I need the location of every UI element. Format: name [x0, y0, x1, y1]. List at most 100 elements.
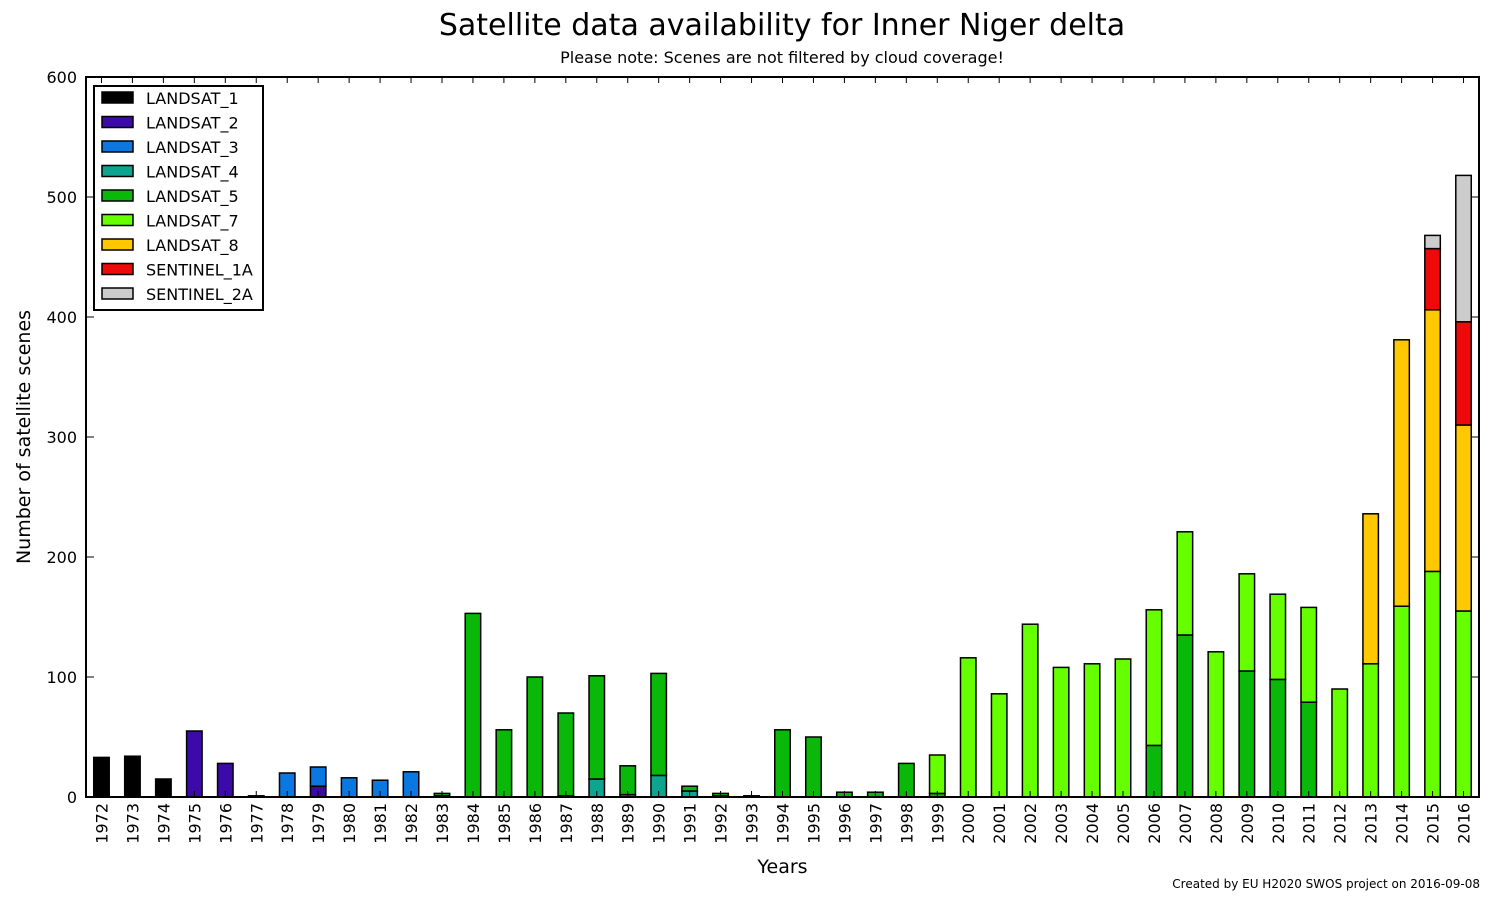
bar-landsat_5-1995: [804, 736, 822, 798]
y-tick-label-300: 300: [46, 428, 77, 447]
bar-landsat_7-2016: [1455, 610, 1473, 798]
x-tick-label-2014: 2014: [1393, 803, 1412, 844]
x-tick-label-1977: 1977: [247, 803, 266, 844]
bar-landsat_7-2006: [1145, 609, 1163, 747]
bar-sentinel_2a-2016: [1455, 174, 1473, 323]
x-tick-label-1994: 1994: [774, 803, 793, 844]
x-tick-label-1993: 1993: [743, 803, 762, 844]
x-tick-label-2007: 2007: [1176, 803, 1195, 844]
x-tick-label-1975: 1975: [185, 803, 204, 844]
bar-landsat_8-2015: [1424, 309, 1442, 573]
y-tick-label-100: 100: [46, 668, 77, 687]
bar-landsat_7-2001: [990, 693, 1008, 798]
legend-swatch-landsat_4: [101, 164, 134, 178]
bar-landsat_7-2003: [1052, 666, 1070, 798]
bar-landsat_7-2005: [1114, 658, 1132, 798]
x-tick-label-2015: 2015: [1424, 803, 1443, 844]
bar-landsat_7-2008: [1207, 651, 1225, 798]
x-tick-label-1985: 1985: [495, 803, 514, 844]
bar-landsat_7-2007: [1176, 531, 1194, 636]
y-tick-label-200: 200: [46, 548, 77, 567]
bar-landsat_5-2011: [1300, 701, 1318, 798]
x-tick-label-1992: 1992: [712, 803, 731, 844]
x-tick-label-2005: 2005: [1114, 803, 1133, 844]
legend-swatch-landsat_3: [101, 140, 134, 153]
x-tick-label-1980: 1980: [340, 803, 359, 844]
legend-label-sentinel_1a: SENTINEL_1A: [146, 261, 253, 281]
bar-landsat_5-1985: [495, 729, 513, 798]
bar-landsat_5-1987: [557, 712, 575, 797]
bar-landsat_5-1989: [619, 765, 637, 796]
x-tick-label-2006: 2006: [1145, 803, 1164, 844]
legend-label-landsat_8: LANDSAT_8: [146, 236, 239, 256]
x-tick-label-2012: 2012: [1331, 803, 1350, 844]
legend-label-landsat_2: LANDSAT_2: [146, 114, 239, 134]
x-tick-label-1976: 1976: [216, 803, 235, 844]
x-tick-label-1989: 1989: [619, 803, 638, 844]
credit-note: Created by EU H2020 SWOS project on 2016…: [1172, 877, 1480, 891]
x-tick-label-1986: 1986: [526, 803, 545, 844]
bar-landsat_8-2014: [1393, 339, 1411, 607]
legend-label-sentinel_2a: SENTINEL_2A: [146, 285, 253, 305]
x-tick-label-2001: 2001: [990, 803, 1009, 844]
x-axis-label: Years: [756, 856, 807, 878]
bar-landsat_7-2002: [1021, 623, 1039, 798]
x-tick-label-2016: 2016: [1455, 803, 1474, 844]
bar-landsat_5-1994: [774, 729, 791, 798]
bar-landsat_1-1973: [123, 755, 141, 798]
bar-sentinel_1a-2015: [1424, 247, 1442, 311]
x-tick-label-2004: 2004: [1083, 803, 1102, 844]
x-tick-label-1982: 1982: [402, 803, 421, 844]
x-tick-label-1988: 1988: [588, 803, 607, 844]
legend-swatch-landsat_1: [101, 91, 134, 104]
y-tick-label-400: 400: [46, 308, 77, 327]
legend-swatch-sentinel_1a: [101, 262, 134, 276]
bar-landsat_5-2006: [1145, 744, 1163, 798]
x-tick-label-1983: 1983: [433, 803, 452, 844]
x-tick-label-1987: 1987: [557, 803, 576, 844]
bar-landsat_5-1991: [681, 785, 699, 792]
x-tick-label-1996: 1996: [835, 803, 854, 844]
bar-landsat_7-2000: [959, 657, 977, 798]
bar-landsat_5-1984: [464, 612, 482, 798]
chart-title: Satellite data availability for Inner Ni…: [438, 8, 1126, 43]
bar-landsat_5-2009: [1238, 670, 1256, 798]
legend-swatch-landsat_8: [101, 238, 134, 251]
x-tick-label-2000: 2000: [959, 803, 978, 844]
bar-landsat_7-2012: [1331, 688, 1349, 798]
bar-landsat_5-1986: [526, 676, 544, 798]
chart-subtitle: Please note: Scenes are not filtered by …: [560, 48, 1004, 67]
bar-landsat_7-2004: [1083, 663, 1101, 798]
y-tick-label-0: 0: [67, 788, 77, 807]
x-tick-label-2011: 2011: [1300, 803, 1319, 844]
x-tick-label-1990: 1990: [650, 803, 669, 844]
bar-landsat_2-1975: [185, 730, 203, 798]
bar-landsat_7-2009: [1238, 573, 1256, 672]
x-tick-label-1979: 1979: [309, 803, 328, 844]
bar-landsat_7-1999: [928, 754, 946, 795]
x-tick-label-1981: 1981: [371, 803, 390, 844]
bar-landsat_5-2007: [1176, 634, 1194, 798]
bar-landsat_7-2010: [1269, 593, 1287, 681]
bar-landsat_8-2013: [1362, 513, 1380, 665]
bar-landsat_5-2010: [1269, 678, 1287, 798]
x-tick-label-1984: 1984: [464, 803, 483, 844]
x-tick-label-1997: 1997: [866, 803, 885, 844]
x-tick-label-1974: 1974: [154, 803, 173, 844]
x-tick-label-1973: 1973: [123, 803, 142, 844]
x-tick-label-2010: 2010: [1269, 803, 1288, 844]
x-tick-label-1991: 1991: [681, 803, 700, 844]
x-tick-label-1978: 1978: [278, 803, 297, 844]
x-tick-label-2009: 2009: [1238, 803, 1257, 844]
bar-landsat_7-2015: [1424, 570, 1442, 798]
y-axis-label: Number of satellite scenes: [13, 310, 35, 564]
bar-landsat_7-2013: [1362, 663, 1380, 798]
bar-landsat_3-1979: [309, 766, 327, 787]
y-tick-label-500: 500: [46, 188, 77, 207]
x-tick-label-2003: 2003: [1052, 803, 1071, 844]
x-tick-label-2013: 2013: [1362, 803, 1381, 844]
bar-landsat_7-2011: [1300, 606, 1318, 703]
bar-landsat_8-2016: [1455, 424, 1473, 612]
legend-swatch-landsat_5: [101, 189, 134, 202]
